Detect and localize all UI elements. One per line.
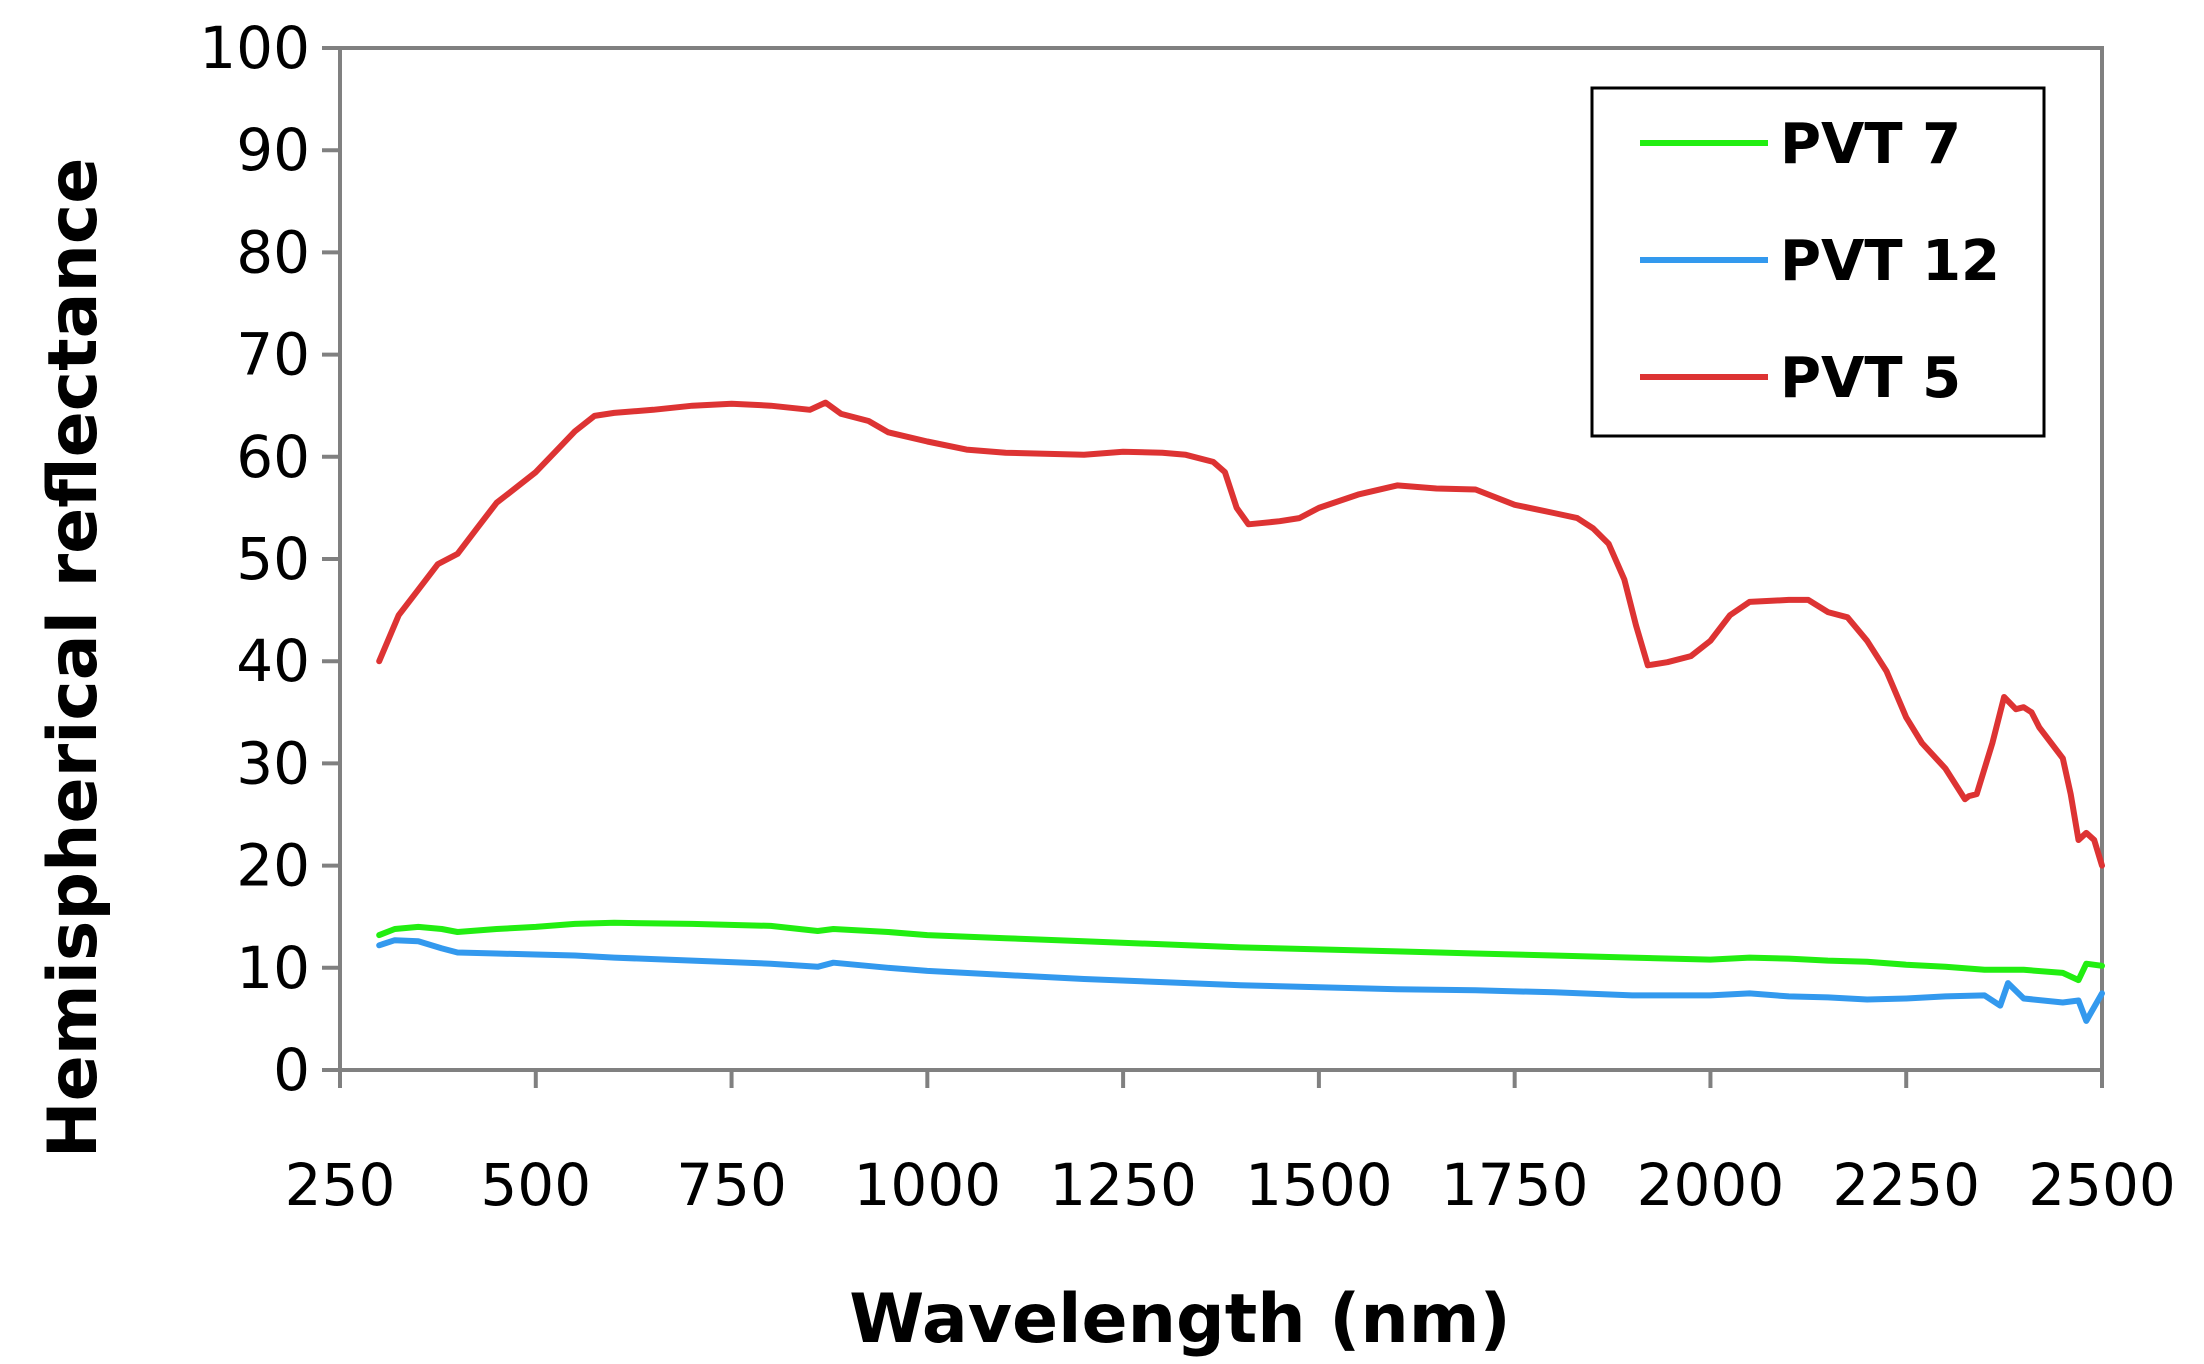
legend: PVT 7 PVT 12 PVT 5 [1590,86,2046,438]
y-tick-label: 30 [236,729,310,797]
x-tick-label: 2250 [1832,1151,1980,1219]
y-tick-label: 60 [236,423,310,491]
y-axis-ticks: 0 10 20 30 40 50 60 70 80 90 100 [199,14,340,1104]
y-tick-label: 50 [236,525,310,593]
legend-label-pvt-7: PVT 7 [1780,112,1961,177]
y-tick-label: 70 [236,321,310,389]
x-tick-label: 1500 [1245,1151,1393,1219]
legend-item-pvt-7: PVT 7 [1640,112,1961,177]
x-tick-label: 2500 [2028,1151,2176,1219]
y-tick-label: 10 [236,934,310,1002]
legend-label-pvt-5: PVT 5 [1780,346,1961,411]
x-tick-label: 2000 [1637,1151,1785,1219]
x-tick-label: 1750 [1441,1151,1589,1219]
x-tick-label: 1250 [1049,1151,1197,1219]
legend-item-pvt-5: PVT 5 [1640,346,1961,411]
series-line-pvt-7 [376,919,2105,984]
series-line-pvt-5 [376,399,2105,869]
legend-item-pvt-12: PVT 12 [1640,229,2000,294]
y-tick-label: 20 [236,832,310,900]
y-tick-label: 0 [273,1036,310,1104]
x-tick-label: 500 [480,1151,591,1219]
x-axis-ticks: 250 500 750 1000 1250 1500 1750 2000 2250 2500 [285,1070,2176,1219]
y-tick-label: 40 [236,627,310,695]
y-tick-label: 100 [199,14,310,82]
legend-label-pvt-12: PVT 12 [1780,229,2000,294]
x-tick-label: 1000 [854,1151,1002,1219]
x-tick-label: 250 [285,1151,396,1219]
x-tick-label: 750 [676,1151,787,1219]
y-tick-label: 80 [236,218,310,286]
y-axis-title: Hemispherical reflectance [34,158,113,1159]
series-line-pvt-12 [376,937,2105,1024]
series-layer [376,399,2105,1024]
x-axis-title: Wavelength (nm) [849,1280,1510,1359]
y-tick-label: 90 [236,116,310,184]
